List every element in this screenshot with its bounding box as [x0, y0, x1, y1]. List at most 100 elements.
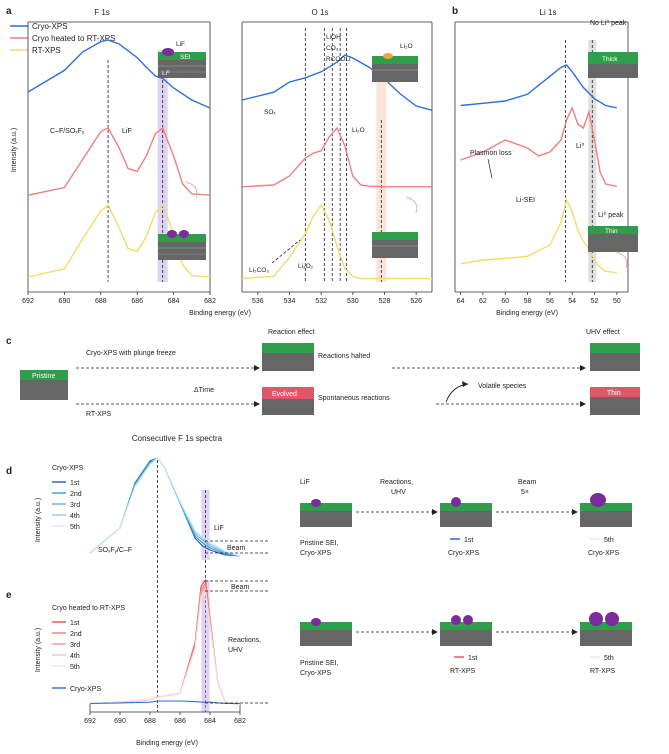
inset-li-top: Thick — [588, 52, 638, 78]
x-tick-label: 682 — [204, 298, 216, 305]
panel-label-a: a — [6, 6, 12, 17]
d-uhv: UHV — [391, 489, 406, 496]
c-top-line: Cryo-XPS with plunge freeze — [86, 350, 176, 357]
annot-li2o: Li₂O — [352, 127, 365, 134]
d-first-sub: Cryo-XPS — [448, 550, 479, 557]
d-fifth: 5th — [604, 537, 614, 544]
x-tick-label: 50 — [613, 298, 621, 305]
c-uhv-effect: UHV effect — [586, 329, 620, 336]
x-tick-label: 684 — [168, 298, 180, 305]
x-tick-label: 52 — [591, 298, 599, 305]
c-spontaneous: Spontaneous reactions — [318, 395, 390, 402]
lif-particle — [167, 230, 177, 238]
annot-rcooli: RCOOLi — [326, 56, 351, 63]
x-tick-label: 692 — [84, 718, 96, 725]
uhv-block-top — [590, 343, 640, 353]
inset-li2o-label: Li₂O — [400, 43, 413, 50]
legend-a-heated: Cryo heated to RT-XPS — [32, 34, 115, 43]
annot-sox: SOₓ — [264, 109, 276, 116]
x-tick-label: 58 — [524, 298, 532, 305]
legend-e-2: 2nd — [70, 631, 82, 638]
series-line-cryo-heated-to-rt-xps — [241, 126, 432, 188]
legend-e-5: 5th — [70, 664, 80, 671]
c-pristine: Pristine — [32, 373, 55, 380]
x-tick-label: 684 — [204, 718, 216, 725]
annot-e-beam: Beam — [231, 584, 249, 591]
d-reactions: Reactions, — [380, 479, 413, 486]
x-tick-label: 536 — [252, 298, 264, 305]
ylabel-e: Intensity (a.u.) — [35, 628, 42, 672]
legend-e-title: Cryo heated to RT-XPS — [52, 605, 125, 612]
annot-cf-soxfy: C–F/SOₓFᵧ — [50, 128, 85, 135]
x-tick-label: 528 — [379, 298, 391, 305]
series-line-e-5th — [89, 591, 241, 706]
legend-d: Cryo-XPS 1st 2nd 3rd 4th 5th — [52, 465, 83, 531]
annot-e-uhv: UHV — [228, 647, 243, 654]
x-tick-label: 60 — [501, 298, 509, 305]
xlabel-b: Binding energy (eV) — [496, 310, 558, 317]
annot-li-sei: Li-SEI — [516, 197, 535, 204]
series-line-e-2nd — [89, 582, 241, 706]
annot-li2co3: Li₂CO₃ — [249, 267, 269, 274]
x-tick-label: 534 — [284, 298, 296, 305]
x-tick-label: 690 — [59, 298, 71, 305]
legend-d-3: 3rd — [70, 502, 80, 509]
annot-d-beam: Beam — [227, 545, 245, 552]
d-first: 1st — [464, 537, 473, 544]
sei-layer — [158, 52, 206, 60]
flow-arrow — [405, 196, 418, 214]
x-tick-label: 64 — [457, 298, 465, 305]
series-line-cryo-xps — [241, 54, 433, 111]
x-tick-label: 692 — [22, 298, 34, 305]
inset-a-top: LiF SEI Li⁰ — [158, 41, 206, 78]
title-consecutive: Consecutive F 1s spectra — [132, 434, 223, 443]
d-lif: LiF — [300, 479, 310, 486]
halted-block — [262, 343, 314, 353]
x-tick-label: 532 — [315, 298, 327, 305]
panel-d-schematic: LiF Reactions, UHV Beam 5× Pristine SEI,… — [300, 479, 632, 557]
panel-label-e: e — [6, 590, 12, 601]
x-tick-label: 682 — [234, 718, 246, 725]
x-tick-label: 526 — [410, 298, 422, 305]
li2o-particle — [383, 53, 393, 59]
d-beam: Beam — [518, 479, 536, 486]
annot-d-lif: LiF — [214, 525, 224, 532]
inset-sei-label: SEI — [180, 54, 191, 61]
inset-thick-label: Thick — [602, 56, 618, 63]
panel-label-c: c — [6, 336, 12, 347]
series-line-rt-xps — [241, 203, 432, 280]
x-tick-label: 686 — [174, 718, 186, 725]
annot-lif: LiF — [122, 128, 132, 135]
legend-d-1: 1st — [70, 480, 79, 487]
pristine-block — [20, 370, 68, 380]
lif-band-e — [201, 580, 210, 712]
legend-a-cryo: Cryo-XPS — [32, 22, 68, 31]
evolved-block — [262, 387, 314, 399]
c-delta: ΔTime — [194, 387, 214, 394]
chart-consecutive-f1s — [89, 457, 241, 712]
annot-e-reactions: Reactions, — [228, 637, 261, 644]
d-fifth-sub: Cryo-XPS — [588, 550, 619, 557]
panel-c: Pristine Cryo-XPS with plunge freeze RT-… — [20, 329, 640, 418]
d-pristine2: Cryo-XPS — [300, 550, 331, 557]
c-volatile: Volatile species — [478, 383, 527, 390]
lif-particle — [179, 230, 189, 238]
e-first-sub: RT-XPS — [450, 668, 475, 675]
panel-e-schematic: Pristine SEI, Cryo-XPS 1st RT-XPS 5th RT… — [300, 612, 632, 677]
inset-a-bottom — [158, 230, 206, 260]
c-evolved: Evolved — [272, 391, 297, 398]
chart-li1s: 64 62 60 58 56 54 52 50 — [454, 21, 629, 305]
x-tick-label: 688 — [144, 718, 156, 725]
chart-o1s: 536 534 532 530 528 526 — [241, 21, 433, 305]
legend-e: Cryo heated to RT-XPS 1st 2nd 3rd 4th 5t… — [52, 605, 125, 693]
d-pristine1: Pristine SEI, — [300, 540, 339, 547]
xlabel-a: Binding energy (eV) — [189, 310, 251, 317]
x-tick-label: 56 — [546, 298, 554, 305]
series-line-e-1st — [89, 578, 241, 706]
legend-d-4: 4th — [70, 513, 80, 520]
inset-o1s-top: Li₂O — [372, 43, 418, 82]
panel-label-d: d — [6, 466, 12, 477]
x-tick-label: 688 — [95, 298, 107, 305]
title-li1s: Li 1s — [540, 8, 557, 17]
leader-plasmon — [487, 158, 493, 179]
